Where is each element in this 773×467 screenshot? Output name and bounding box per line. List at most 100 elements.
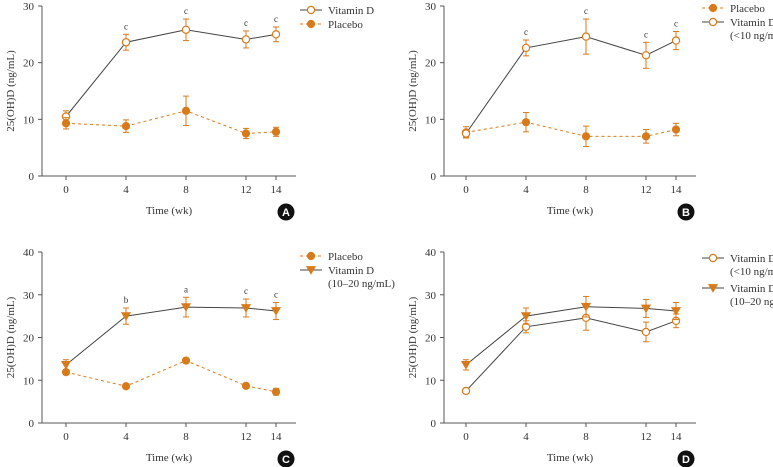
- x-tick-label: 14: [271, 431, 283, 443]
- y-tick-label: 10: [425, 114, 437, 126]
- y-tick-label: 20: [425, 333, 437, 345]
- data-point: [461, 129, 471, 138]
- y-axis-label: 25(OH)D (ng/mL): [5, 296, 17, 378]
- legend-label: Placebo: [328, 251, 363, 263]
- significance-label: c: [524, 27, 528, 37]
- data-point: [270, 307, 282, 316]
- panel-badge-label: C: [282, 454, 290, 466]
- legend-swatch-marker: [306, 5, 316, 15]
- legend: Vitamin D(<10 ng/mL)Vitamin D(10–20 ng/m…: [702, 253, 773, 308]
- data-point: [241, 129, 251, 138]
- significance-label: c: [584, 6, 588, 16]
- legend-swatch-marker: [306, 251, 316, 261]
- x-tick-label: 12: [641, 184, 652, 196]
- data-point: [641, 132, 651, 141]
- data-point: [241, 35, 251, 44]
- data-point: [181, 25, 191, 34]
- legend-label: Placebo: [730, 3, 765, 15]
- legend-swatch-marker: [305, 266, 317, 275]
- data-point: [271, 127, 281, 136]
- legend-label: Vitamin D: [730, 283, 773, 295]
- x-axis-label: Time (wk): [146, 452, 193, 464]
- x-tick-label: 14: [671, 184, 683, 196]
- data-point: [61, 119, 71, 128]
- significance-label: c: [274, 289, 278, 299]
- data-point: [120, 312, 132, 321]
- legend-label: (<10 ng/mL): [730, 266, 773, 278]
- panel-badge: [277, 450, 295, 467]
- data-point: [121, 382, 131, 391]
- y-tick-label: 0: [431, 418, 437, 430]
- data-point: [581, 32, 591, 41]
- chart-panel-d: 0 10 20 30 40 0 4 8 12 14 25(OH)D (ng/mL) Time (wk)…: [407, 247, 773, 467]
- legend-label: Vitamin D: [730, 253, 773, 265]
- x-tick-label: 12: [241, 431, 252, 443]
- legend-label: (<10 ng/mL): [730, 30, 773, 42]
- data-point: [671, 125, 681, 134]
- legend: Vitamin D Placebo: [300, 5, 374, 31]
- panel-badge-label: A: [282, 207, 290, 219]
- panel-badge: [677, 450, 695, 467]
- legend-label: (10–20 ng/mL): [328, 278, 395, 290]
- y-tick-label: 30: [425, 1, 437, 13]
- y-tick-label: 30: [23, 1, 35, 13]
- y-tick-label: 10: [23, 114, 35, 126]
- legend: Placebo Vitamin D(10–20 ng/mL): [300, 251, 395, 290]
- data-point: [580, 302, 592, 312]
- x-axis-label: Time (wk): [547, 452, 594, 464]
- y-tick-label: 0: [29, 171, 35, 183]
- x-tick-label: 0: [63, 431, 69, 443]
- significance-label: c: [674, 19, 678, 29]
- significance-label: b: [124, 295, 129, 305]
- series-vitamin-d-10-ng-ml-: c c c c: [461, 6, 681, 138]
- data-point: [181, 106, 191, 115]
- x-tick-label: 4: [523, 184, 529, 196]
- x-tick-label: 4: [123, 431, 129, 443]
- data-point: [670, 307, 682, 316]
- x-tick-label: 8: [183, 184, 189, 196]
- y-tick-label: 10: [23, 375, 35, 387]
- y-tick-label: 0: [431, 171, 437, 183]
- x-tick-label: 14: [271, 184, 283, 196]
- y-tick-label: 10: [425, 375, 437, 387]
- legend-label: Vitamin D: [328, 5, 374, 17]
- legend-label: Vitamin D: [328, 265, 374, 277]
- data-point: [581, 132, 591, 141]
- legend-label: (10–20 ng/mL): [730, 296, 773, 308]
- y-tick-label: 30: [425, 290, 437, 302]
- legend-swatch-marker: [306, 19, 316, 29]
- legend-swatch-marker: [707, 284, 719, 293]
- data-point: [121, 122, 131, 131]
- panel-badge: [277, 203, 295, 221]
- significance-label: c: [124, 21, 128, 31]
- series-vitamin-d: c c c c: [61, 6, 281, 123]
- series-placebo: [461, 112, 681, 148]
- y-axis-label: 25(OH)D (ng/mL): [407, 50, 419, 132]
- data-point: [241, 381, 251, 390]
- series-line: [65, 306, 277, 366]
- y-axis-label: 25(OH)D (ng/mL): [5, 50, 17, 132]
- significance-label: c: [644, 29, 648, 39]
- legend-swatch-marker: [708, 3, 718, 13]
- significance-label: c: [244, 18, 248, 28]
- significance-label: a: [184, 284, 188, 294]
- x-tick-label: 8: [583, 431, 589, 443]
- y-tick-label: 40: [425, 247, 437, 259]
- data-point: [520, 312, 532, 321]
- significance-label: c: [274, 14, 278, 24]
- series-vitamin-d-10-20-ng-ml-: b a c c: [60, 284, 282, 371]
- legend: Placebo Vitamin D(<10 ng/mL): [702, 3, 773, 42]
- series-line: [465, 36, 677, 134]
- data-point: [641, 51, 651, 60]
- chart-panel-c: 0 10 20 30 40 0 4 8 12 14 25(OH)D (ng/mL) Time (wk)…: [5, 247, 395, 467]
- legend-label: Vitamin D: [730, 17, 773, 29]
- x-tick-label: 14: [671, 431, 683, 443]
- x-tick-label: 4: [123, 184, 129, 196]
- data-point: [180, 303, 192, 312]
- data-point: [460, 361, 472, 370]
- data-point: [461, 386, 471, 396]
- legend-swatch-marker: [708, 253, 718, 263]
- data-point: [640, 304, 652, 314]
